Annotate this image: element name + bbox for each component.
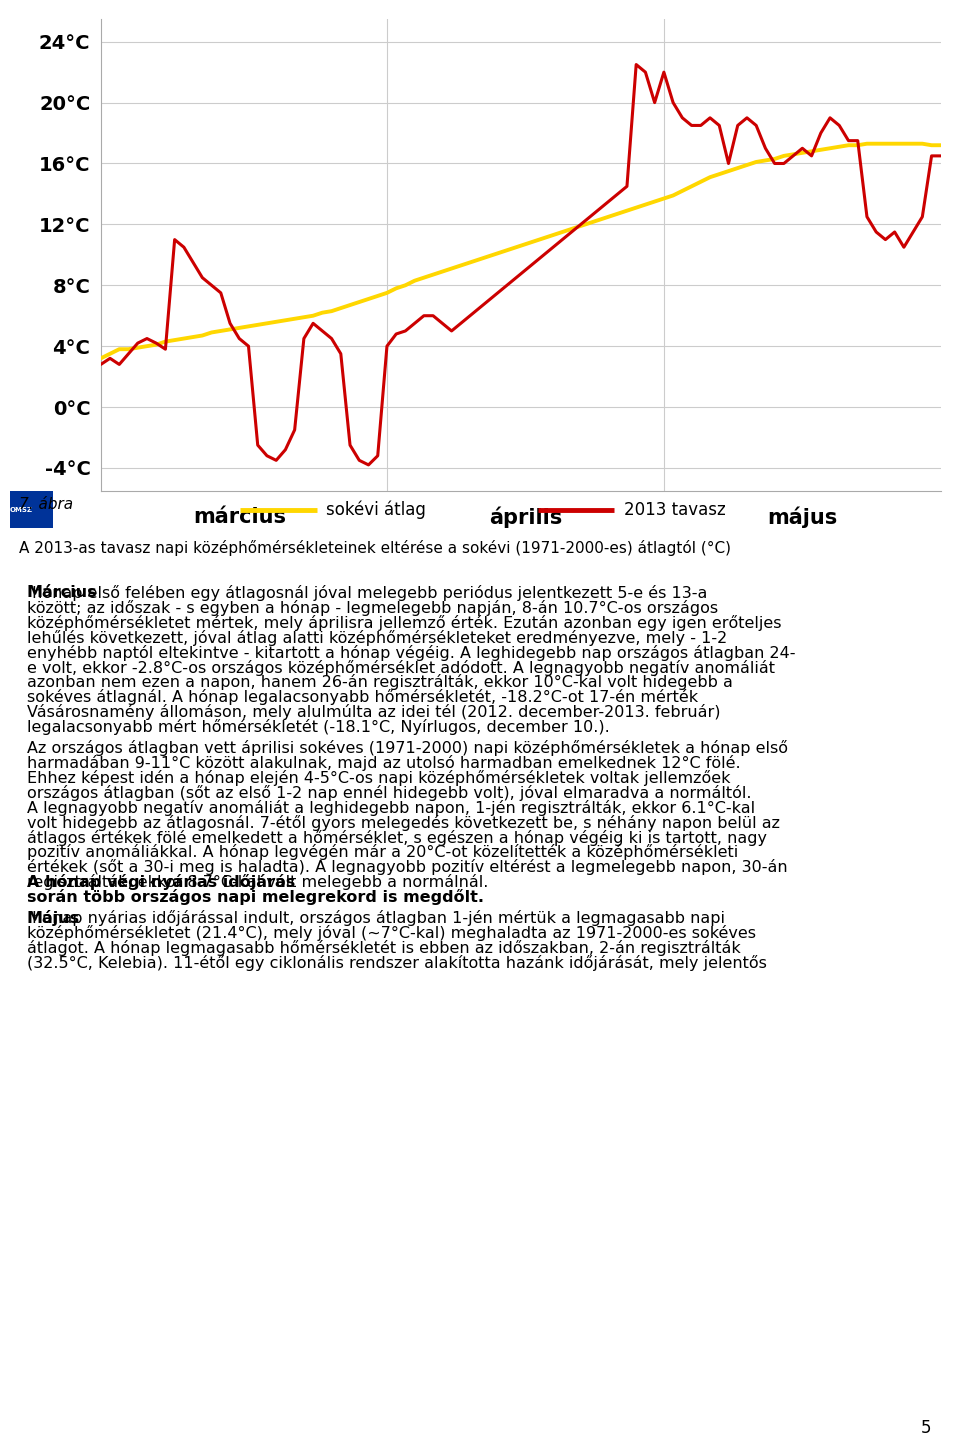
Text: Ehhez képest idén a hónap elején 4-5°C-os napi középhőmérsékletek voltak jellemz: Ehhez képest idén a hónap elején 4-5°C-o…	[27, 770, 731, 786]
Bar	[10, 491, 53, 529]
Text: hónap nyárias időjárással indult, országos átlagban 1-jén mértük a legmagasabb n: hónap nyárias időjárással indult, ország…	[27, 910, 725, 926]
Text: Május: Május	[27, 910, 80, 926]
Text: e volt, ekkor -2.8°C-os országos középhőmérséklet adódott. A legnagyobb negatív : e volt, ekkor -2.8°C-os országos középhő…	[27, 659, 775, 675]
Text: sokévi átlag: sokévi átlag	[326, 501, 426, 518]
Text: 5: 5	[921, 1420, 931, 1437]
Text: átlagot. A hónap legmagasabb hőmérsékletét is ebben az időszakban, 2-án regisztr: átlagot. A hónap legmagasabb hőmérséklet…	[27, 939, 740, 957]
Text: középhőmérsékletet (21.4°C), mely jóval (~7°C-kal) meghaladta az 1971-2000-es so: középhőmérsékletet (21.4°C), mely jóval …	[27, 925, 756, 941]
Text: A 2013-as tavasz napi középhőmérsékleteinek eltérése a sokévi (1971-2000-es) átl: A 2013-as tavasz napi középhőmérsékletei…	[19, 540, 732, 556]
Text: pozitív anomáliákkal. A hónap legvégén már a 20°C-ot közelítették a középhőmérsé: pozitív anomáliákkal. A hónap legvégén m…	[27, 845, 738, 861]
Text: regisztrálták, ekkor 8.7°C-kal volt melegebb a normálnál.: regisztrálták, ekkor 8.7°C-kal volt mele…	[27, 874, 493, 890]
Text: országos átlagban (sőt az első 1-2 nap ennél hidegebb volt), jóval elmaradva a n: országos átlagban (sőt az első 1-2 nap e…	[27, 786, 752, 802]
Text: volt hidegebb az átlagosnál. 7-étől gyors melegedés következett be, s néhány nap: volt hidegebb az átlagosnál. 7-étől gyor…	[27, 815, 780, 831]
Text: során több országos napi melegrekord is megdőlt.: során több országos napi melegrekord is …	[27, 889, 484, 905]
Text: között; az időszak - s egyben a hónap - legmelegebb napján, 8-án 10.7°C-os orszá: között; az időszak - s egyben a hónap - …	[27, 600, 718, 616]
Text: OMSZ: OMSZ	[10, 507, 33, 513]
Text: Vásárosnamény állomáson, mely alulmúlta az idei tél (2012. december-2013. februá: Vásárosnamény állomáson, mely alulmúlta …	[27, 704, 720, 720]
Text: legalacsonyabb mért hőmérsékletét (-18.1°C, Nyírlugos, december 10.).: legalacsonyabb mért hőmérsékletét (-18.1…	[27, 719, 610, 735]
Text: A legnagyobb negatív anomáliát a leghidegebb napon, 1-jén regisztrálták, ekkor 6: A legnagyobb negatív anomáliát a leghide…	[27, 800, 755, 816]
Text: enyhébb naptól eltekintve - kitartott a hónap végéig. A leghidegebb nap országos: enyhébb naptól eltekintve - kitartott a …	[27, 645, 796, 661]
Text: lehűlés következett, jóval átlag alatti középhőmérsékleteket eredményezve, mely : lehűlés következett, jóval átlag alatti …	[27, 630, 727, 646]
Text: Az országos átlagban vett áprilisi sokéves (1971-2000) napi középhőmérsékletek a: Az országos átlagban vett áprilisi sokév…	[27, 741, 788, 756]
Text: középhőmérsékletet mértek, mely áprilisra jellemző érték. Ezután azonban egy ige: középhőmérsékletet mértek, mely áprilisr…	[27, 614, 781, 632]
Text: sokéves átlagnál. A hónap legalacsonyabb hőmérsékletét, -18.2°C-ot 17-én mérték: sokéves átlagnál. A hónap legalacsonyabb…	[27, 690, 698, 706]
Text: harmadában 9-11°C között alakulnak, majd az utolsó harmadban emelkednek 12°C föl: harmadában 9-11°C között alakulnak, majd…	[27, 755, 740, 771]
Text: értékek (sőt a 30-i meg is haladta). A legnagyobb pozitív eltérést a legmelegebb: értékek (sőt a 30-i meg is haladta). A l…	[27, 860, 787, 876]
Text: (32.5°C, Kelebia). 11-étől egy ciklonális rendszer alakította hazánk időjárását,: (32.5°C, Kelebia). 11-étől egy ciklonáli…	[27, 955, 767, 971]
Text: hónap első felében egy átlagosnál jóval melegebb periódus jelentkezett 5-e és 13: hónap első felében egy átlagosnál jóval …	[27, 585, 708, 601]
Text: A hónap végi nyárias időjárás: A hónap végi nyárias időjárás	[27, 874, 295, 890]
Text: 7. ábra: 7. ábra	[19, 497, 73, 511]
Text: Március: Március	[27, 585, 98, 600]
Text: azonban nem ezen a napon, hanem 26-án regisztrálták, ekkor 10°C-kal volt hidegeb: azonban nem ezen a napon, hanem 26-án re…	[27, 674, 732, 691]
Text: átlagos értékek fölé emelkedett a hőmérséklet, s egészen a hónap végéig ki is ta: átlagos értékek fölé emelkedett a hőmérs…	[27, 829, 767, 845]
Text: 2013 tavasz: 2013 tavasz	[624, 501, 726, 518]
